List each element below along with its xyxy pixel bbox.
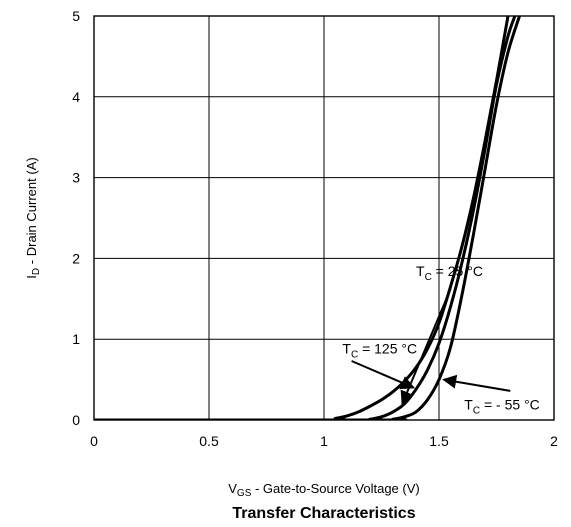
x-tick-label: 1.5 xyxy=(429,433,449,449)
annotation-arrow xyxy=(351,360,415,390)
series-label-t-c-125-c: TC = 125 °C xyxy=(342,341,417,361)
series-label-t-c-25-c: TC = 25 °C xyxy=(416,263,483,283)
x-tick-label: 1 xyxy=(320,433,328,449)
annotation-arrow xyxy=(442,374,511,392)
grid xyxy=(94,16,554,420)
x-tick-label: 0 xyxy=(90,433,98,449)
series-layer xyxy=(94,16,521,420)
y-axis-title: ID - Drain Current (A) xyxy=(24,157,42,278)
y-tick-label: 1 xyxy=(72,331,80,347)
x-tick-label: 2 xyxy=(550,433,558,449)
chart-title: Transfer Characteristics xyxy=(232,505,415,522)
y-tick-label: 2 xyxy=(72,250,80,266)
series-line-t-c-55-c xyxy=(94,16,521,420)
y-tick-label: 0 xyxy=(72,412,80,428)
x-axis-title: VGS - Gate-to-Source Voltage (V) xyxy=(228,481,419,499)
annotations: TC = 125 °C TC = 25 °C TC = - 55 °C xyxy=(342,263,539,416)
series-label-t-c-55-c: TC = - 55 °C xyxy=(464,396,539,416)
x-tick-label: 0.5 xyxy=(199,433,219,449)
y-tick-label: 4 xyxy=(72,89,80,105)
annotation-arrow xyxy=(400,288,452,406)
y-tick-label: 3 xyxy=(72,170,80,186)
series-line-t-c-25-c xyxy=(94,16,517,420)
tick-labels: 0 0.5 1 1.5 2 0 1 2 3 4 5 xyxy=(72,8,558,449)
y-tick-label: 5 xyxy=(72,8,80,24)
plot-frame xyxy=(93,15,555,421)
